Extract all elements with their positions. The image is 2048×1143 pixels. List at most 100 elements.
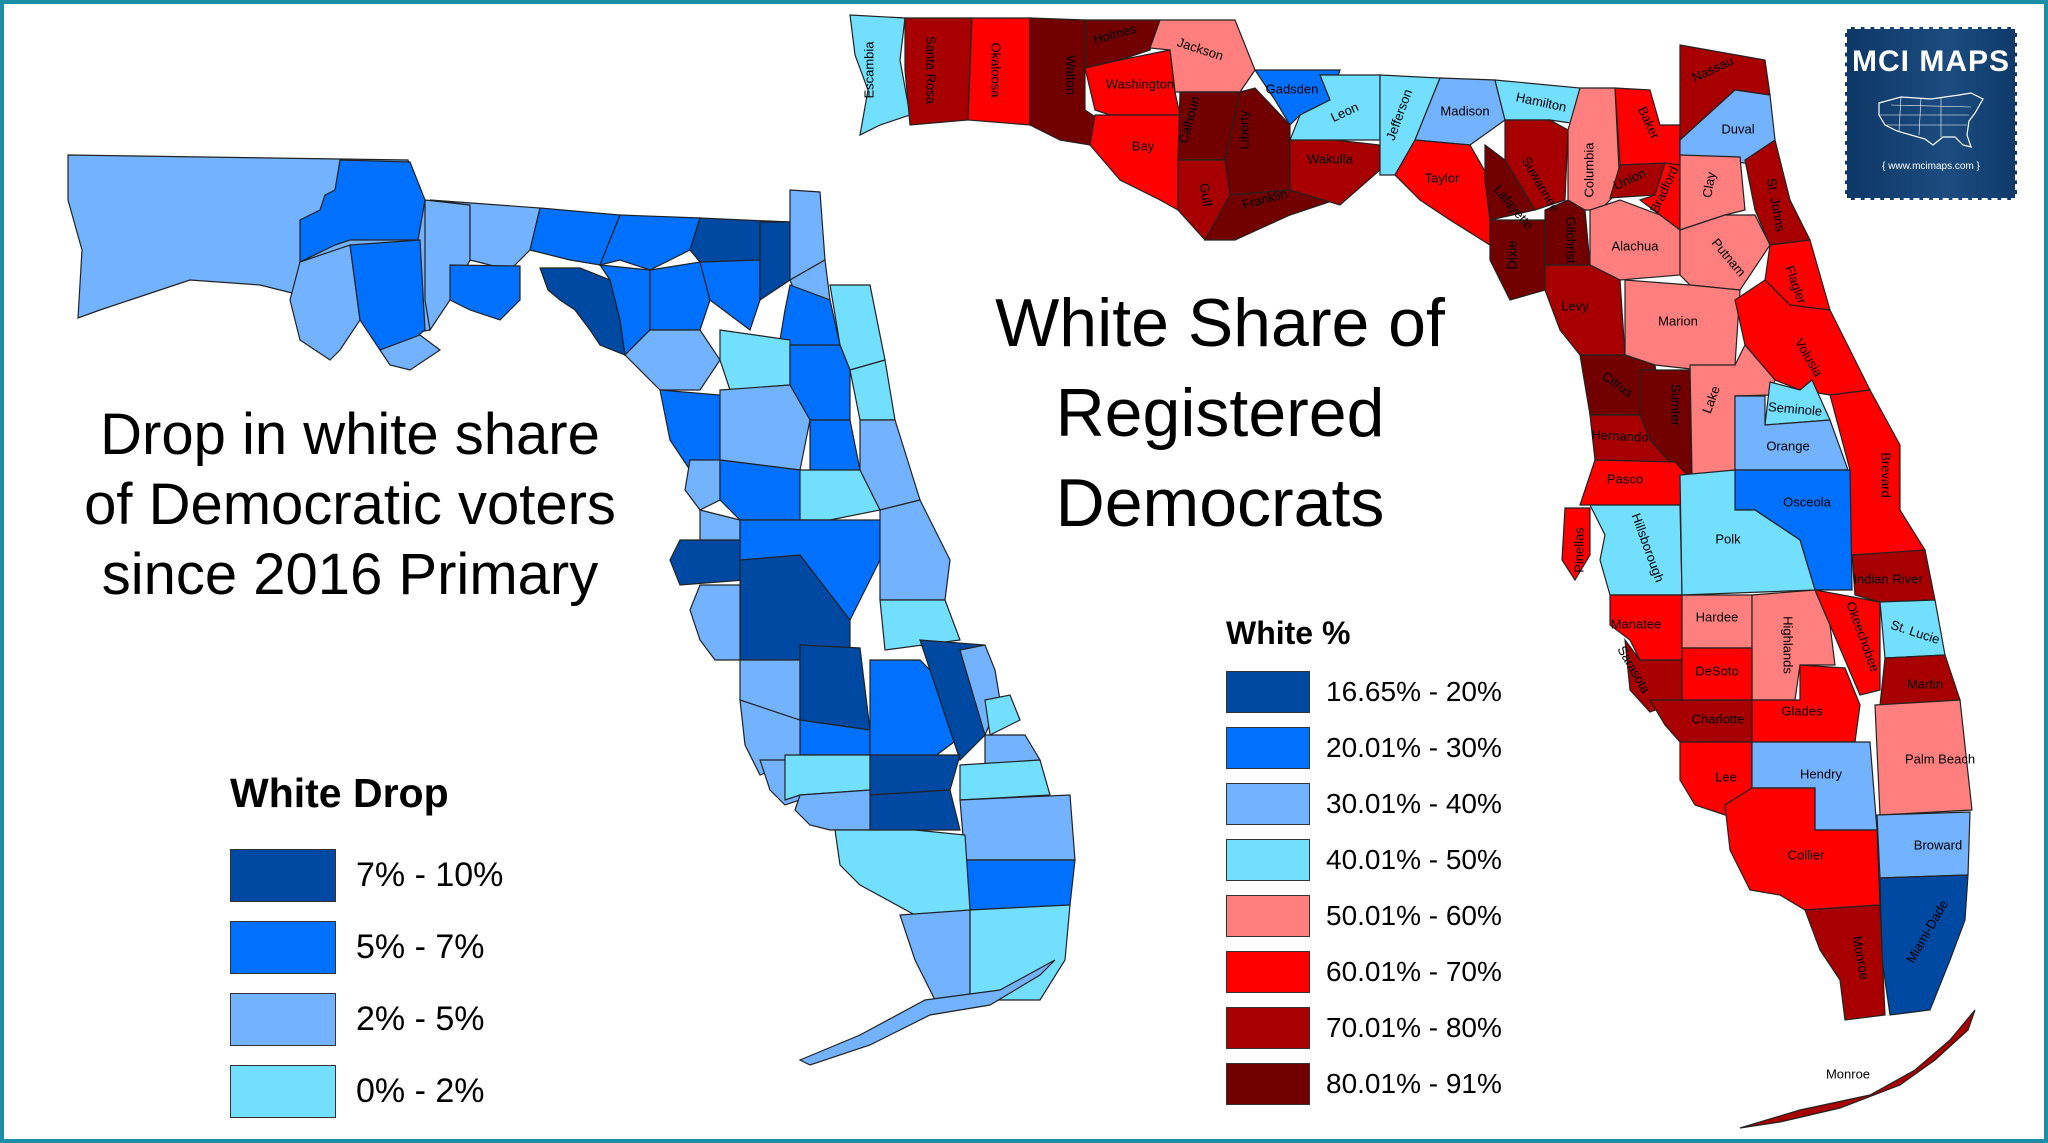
legend-item: 60.01% - 70%: [1226, 944, 1502, 1000]
county-escambia: [849, 14, 911, 137]
legend-item: 30.01% - 40%: [1226, 776, 1502, 832]
legend-label: 50.01% - 60%: [1326, 900, 1502, 931]
right-title-line-2: Registered: [1055, 375, 1385, 451]
legend-label: 40.01% - 50%: [1326, 844, 1502, 875]
county-region: [834, 829, 971, 916]
county-label: Pinellas: [1571, 527, 1586, 573]
county-region: [719, 384, 811, 471]
county-label: Okaloosa: [989, 43, 1004, 99]
legend-item: 5% - 7%: [230, 911, 503, 983]
legend-label: 16.65% - 20%: [1326, 676, 1502, 707]
county-label: Levy: [1561, 298, 1589, 313]
county-label: Collier: [1788, 847, 1826, 862]
legend-label: 30.01% - 40%: [1326, 788, 1502, 819]
legend-swatch: [1226, 1007, 1310, 1049]
county-region: [759, 221, 791, 302]
legend-item: 2% - 5%: [230, 983, 503, 1055]
county-madison: [1414, 77, 1506, 146]
legend-label: 20.01% - 30%: [1326, 732, 1502, 763]
county-holmes: [1084, 19, 1161, 69]
county-label: Walton: [1064, 55, 1079, 95]
county-label: Highlands: [1781, 616, 1796, 674]
county-label: Liberty: [1236, 110, 1251, 150]
county-label: Santa Rosa: [924, 36, 939, 105]
county-label: Wakulla: [1307, 151, 1354, 166]
county-region: [879, 599, 961, 651]
county-label: Lee: [1715, 769, 1737, 784]
legend-item: 40.01% - 50%: [1226, 832, 1502, 888]
county-label: Madison: [1440, 103, 1489, 118]
left-florida-map: [67, 154, 1076, 1066]
legend-item: 80.01% - 91%: [1226, 1056, 1502, 1112]
county-region: [869, 754, 961, 796]
legend-swatch: [230, 1064, 336, 1118]
legend-swatch: [230, 848, 336, 902]
legend-item: 7% - 10%: [230, 839, 503, 911]
legend-swatch: [1226, 839, 1310, 881]
county-region: [799, 469, 881, 521]
county-monroe-keys: [1739, 1009, 1976, 1129]
county-label: Manatee: [1611, 616, 1662, 631]
county-label: Hendry: [1800, 766, 1842, 781]
county-label: Monroe: [1826, 1066, 1870, 1081]
legend-label: 60.01% - 70%: [1326, 956, 1502, 987]
county-santa-rosa: [904, 17, 973, 126]
county-label: Gilchrist: [1564, 217, 1579, 264]
county-region: [669, 539, 746, 586]
county-region: [799, 644, 871, 731]
county-putnam: [1679, 214, 1771, 291]
county-hamilton: [1494, 79, 1586, 126]
county-region: [959, 759, 1051, 801]
legend-swatch: [1226, 951, 1310, 993]
county-label: Gulf: [1197, 182, 1216, 208]
county-label: Washington: [1106, 76, 1174, 91]
white-drop-legend: White Drop 7% - 10% 5% - 7% 2% - 5% 0% -…: [230, 770, 503, 1127]
county-label: Martin: [1907, 676, 1943, 691]
county-region: [529, 207, 621, 266]
county-label: Charlotte: [1692, 711, 1745, 726]
legend-item: 20.01% - 30%: [1226, 720, 1502, 776]
county-palm-beach: [1874, 699, 1973, 816]
county-polk: [1679, 469, 1816, 596]
county-label: Brevard: [1879, 452, 1894, 498]
mci-maps-logo: MCI MAPS { www.mcimaps.com }: [1845, 27, 2017, 200]
county-lafayette: [1484, 143, 1536, 221]
county-label: Osceola: [1783, 494, 1831, 509]
right-title-line-1: White Share of: [995, 285, 1445, 361]
county-region: [659, 389, 721, 471]
county-label: Columbia: [1581, 142, 1596, 198]
legend-label: 0% - 2%: [356, 1071, 485, 1110]
legend-item: 50.01% - 60%: [1226, 888, 1502, 944]
logo-brand: MCI MAPS: [1852, 45, 2010, 78]
county-label: Clay: [1699, 170, 1718, 199]
county-pinellas: [1561, 507, 1591, 582]
us-map-icon: [1878, 92, 1984, 148]
legend-item: 16.65% - 20%: [1226, 664, 1502, 720]
legend-swatch: [1226, 727, 1310, 769]
county-region: [699, 259, 761, 331]
legend-swatch: [230, 992, 336, 1046]
county-label: Escambia: [861, 41, 876, 99]
legend-label: 70.01% - 80%: [1326, 1012, 1502, 1043]
county-label: Sumter: [1669, 384, 1684, 427]
left-title-line-1: Drop in white share: [100, 402, 600, 467]
county-region: [349, 239, 426, 351]
county-label: Pasco: [1607, 471, 1643, 486]
legend-swatch: [1226, 783, 1310, 825]
county-gilchrist: [1544, 199, 1591, 266]
county-washington: [1084, 49, 1181, 116]
county-label: DeSoto: [1695, 663, 1738, 678]
county-label: Broward: [1914, 837, 1962, 852]
county-label: Polk: [1715, 531, 1741, 546]
county-region: [689, 584, 741, 661]
county-label: Orange: [1766, 438, 1809, 453]
county-monroe-mainland: [1804, 904, 1886, 1021]
county-label: Alachua: [1612, 238, 1660, 253]
county-seminole: [1764, 379, 1831, 426]
county-label: Hardee: [1696, 609, 1739, 624]
left-map-title: Drop in white share of Democratic voters…: [40, 400, 660, 610]
county-label: Hernando: [1591, 427, 1649, 445]
legend-label: 5% - 7%: [356, 927, 485, 966]
right-title-line-3: Democrats: [1055, 465, 1385, 541]
